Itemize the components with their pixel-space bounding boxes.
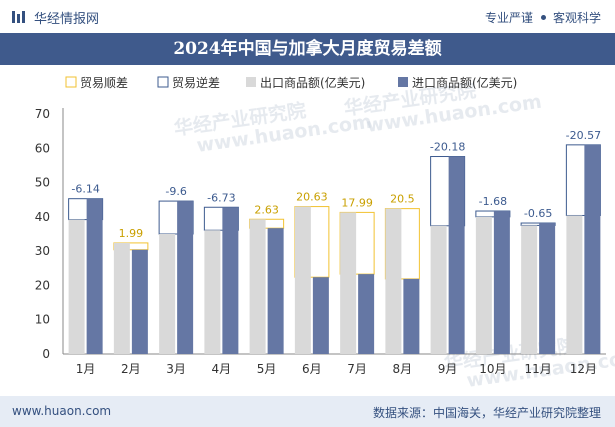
balance-data-label: -1.68 [479, 195, 507, 208]
legend-deficit-label: 贸易逆差 [172, 75, 220, 90]
slogan-dot-icon [540, 15, 546, 20]
import-bar [539, 223, 556, 354]
x-tick-label: 9月 [438, 362, 458, 376]
export-bar [159, 234, 176, 354]
legend-import-label: 进口商品额(亿美元) [412, 75, 517, 90]
footer-bar [0, 396, 615, 427]
balance-data-label: 20.5 [390, 193, 415, 206]
export-bar [68, 219, 85, 354]
import-bar [448, 156, 465, 354]
import-bar [312, 277, 329, 354]
export-bar [430, 225, 447, 354]
import-bar [358, 274, 375, 354]
x-tick-label: 11月 [524, 362, 551, 376]
x-tick-label: 8月 [393, 362, 413, 376]
y-tick-label: 70 [35, 107, 50, 121]
balance-data-label: -9.6 [165, 185, 186, 198]
slogan-a: 专业严谨 [484, 11, 533, 25]
import-bar [86, 198, 103, 354]
y-tick-label: 40 [35, 210, 50, 224]
export-bar [340, 212, 357, 354]
import-bar [131, 249, 148, 354]
export-bar [294, 206, 311, 354]
brand-name: 华经情报网 [34, 12, 100, 27]
export-bar [204, 230, 221, 354]
legend-deficit-swatch [157, 76, 169, 88]
slogan: 专业严谨 客观科学 [485, 9, 601, 26]
export-bar [566, 215, 583, 354]
export-bar [113, 242, 130, 354]
legend-surplus-swatch [65, 76, 77, 88]
export-bar [249, 219, 266, 354]
x-tick-label: 5月 [257, 362, 277, 376]
y-tick-label: 20 [35, 278, 50, 292]
legend-export-label: 出口商品额(亿美元) [260, 75, 365, 90]
top-bar: 华经情报网 专业严谨 客观科学 [0, 0, 615, 33]
y-tick-label: 10 [35, 313, 50, 327]
import-bar [177, 201, 194, 354]
footer-url[interactable]: www.huaon.com [12, 404, 112, 418]
export-bar [521, 225, 538, 354]
import-bar [403, 278, 420, 354]
import-bar [267, 228, 284, 354]
import-bar [584, 144, 601, 354]
y-tick-label: 50 [35, 176, 50, 190]
import-bar [222, 207, 239, 354]
balance-data-label: -6.14 [71, 183, 99, 196]
legend-export-swatch [246, 77, 256, 87]
balance-data-label: 1.99 [119, 227, 144, 240]
balance-data-label: 17.99 [341, 196, 373, 209]
export-bar [385, 208, 402, 354]
balance-data-label: -6.73 [207, 191, 235, 204]
balance-data-label: 20.63 [296, 191, 328, 204]
chart-area: 华经产业研究院www.huaon.com华经产业研究院www.huaon.com… [35, 75, 615, 392]
balance-data-label: -20.57 [566, 129, 601, 142]
x-tick-label: 6月 [302, 362, 322, 376]
chart-title: 2024年中国与加拿大月度贸易差额 [173, 39, 442, 59]
y-tick-label: 30 [35, 244, 50, 258]
balance-data-label: -0.65 [524, 207, 552, 220]
balance-data-label: -20.18 [430, 141, 465, 154]
footer-source: 数据来源：中国海关，华经产业研究院整理 [372, 406, 601, 420]
x-tick-label: 4月 [212, 362, 232, 376]
x-tick-label: 10月 [479, 362, 506, 376]
x-tick-label: 3月 [166, 362, 186, 376]
x-tick-label: 2月 [121, 362, 141, 376]
balance-data-label: 2.63 [254, 203, 279, 216]
import-bar [493, 211, 510, 354]
title-bar [0, 33, 615, 65]
x-tick-label: 12月 [570, 362, 597, 376]
y-tick-label: 60 [35, 141, 50, 155]
y-tick-label: 0 [42, 347, 50, 361]
legend-import-swatch [398, 77, 408, 87]
x-tick-label: 1月 [76, 362, 96, 376]
legend-surplus-label: 贸易顺差 [80, 76, 128, 90]
huajing-logo-icon [12, 11, 25, 23]
x-tick-label: 7月 [347, 362, 367, 376]
export-bar [475, 216, 492, 354]
slogan-b: 客观科学 [552, 11, 601, 25]
